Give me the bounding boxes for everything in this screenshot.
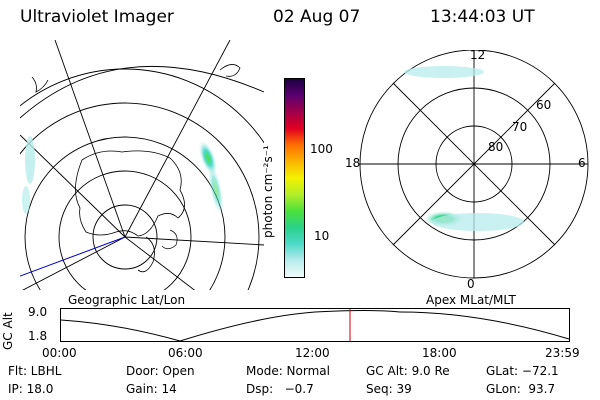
lat-circle: [92, 204, 158, 270]
magnetic-polar-plot: [359, 50, 589, 279]
mlt-label-top: 12: [470, 48, 486, 62]
mode-info: Mode: Normal: [246, 364, 330, 378]
time-tick: 23:59: [545, 346, 580, 360]
mlt-label-left: 18: [345, 156, 361, 170]
terminator-line: [20, 236, 126, 277]
gc-alt-info: GC Alt: 9.0 Re: [366, 364, 450, 378]
time-tick: 12:00: [295, 346, 330, 360]
meridian-line: [124, 236, 264, 246]
mlat-label: 70: [512, 120, 528, 134]
ip-info: IP: 18.0: [8, 382, 54, 396]
colorbar-tick-label: 100: [310, 142, 333, 156]
coastline-peninsula: [137, 236, 155, 273]
lat-circle: [20, 68, 264, 144]
glat-info: GLat: −72.1: [486, 364, 559, 378]
colorbar-unit-label: photon cm⁻²s⁻¹: [261, 145, 275, 238]
colorbar: [284, 78, 305, 278]
mlt-label-bottom: 0: [467, 277, 475, 291]
limb-arc: [20, 65, 264, 119]
altitude-timeline-plot: [60, 308, 570, 342]
time-label: 13:44:03 UT: [430, 7, 535, 27]
altitude-curve: [399, 311, 570, 340]
coastline-fragment: [31, 76, 49, 93]
door-info: Door: Open: [126, 364, 195, 378]
filter-info: Flt: LBHL: [8, 364, 62, 378]
lat-circle: [24, 136, 226, 290]
mlt-label-right: 6: [578, 156, 586, 170]
dsp-info: Dsp: −0.7: [246, 382, 314, 396]
time-tick: 06:00: [168, 346, 203, 360]
aurora-emissions: [22, 136, 224, 216]
altitude-tick-high: 9.0: [28, 305, 48, 319]
coastline-antarctica: [75, 150, 185, 237]
altitude-tick-low: 1.8: [28, 329, 48, 343]
meridian-line: [54, 40, 126, 238]
mlat-label: 60: [536, 98, 552, 112]
time-tick: 18:00: [422, 346, 457, 360]
timeline-frame: [60, 308, 570, 342]
lat-circle: [20, 102, 260, 290]
time-tick: 00:00: [42, 346, 77, 360]
aurora-oval: [404, 66, 524, 231]
colorbar-tick-label: 10: [314, 229, 330, 243]
mlt-line: [392, 82, 556, 246]
glon-info: GLon: 93.7: [486, 382, 556, 396]
magnetic-caption: Apex MLat/MLT: [426, 293, 516, 307]
coastline-fragment: [219, 64, 241, 77]
date-label: 02 Aug 07: [273, 7, 361, 27]
coastline-island: [161, 229, 178, 250]
altitude-curve: [60, 310, 401, 342]
instrument-title: Ultraviolet Imager: [20, 7, 174, 27]
altitude-axis-label: GC Alt: [1, 312, 15, 350]
geographic-map: [20, 40, 264, 290]
meridian-line: [20, 134, 126, 238]
lat-circle: [58, 170, 192, 290]
meridian-line: [22, 236, 126, 290]
geographic-caption: Geographic Lat/Lon: [68, 293, 186, 307]
meridian-line: [124, 236, 196, 290]
meridian-line: [124, 40, 231, 238]
seq-info: Seq: 39: [366, 382, 412, 396]
mlat-label: 80: [488, 140, 504, 154]
gain-info: Gain: 14: [126, 382, 177, 396]
